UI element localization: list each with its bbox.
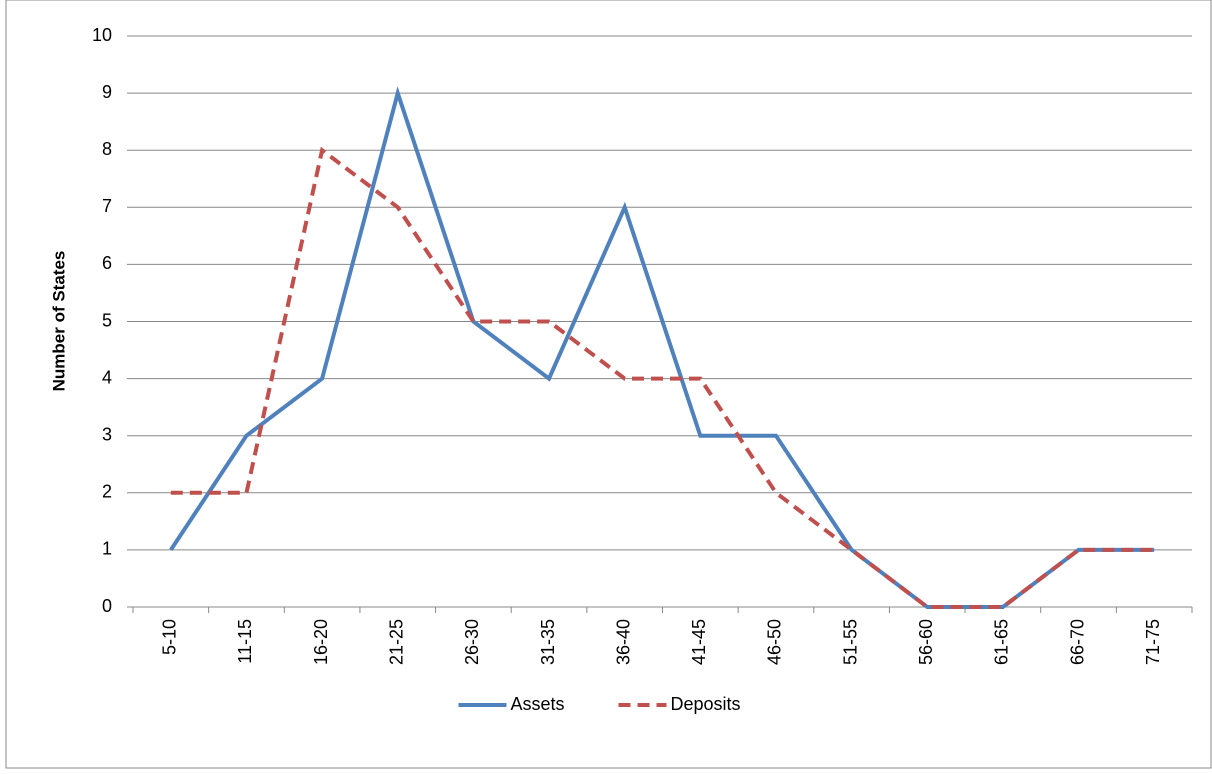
y-tick-label: 3 xyxy=(102,424,112,444)
y-tick-label: 6 xyxy=(102,253,112,273)
y-tick-label: 9 xyxy=(102,82,112,102)
y-tick-label: 4 xyxy=(102,367,112,387)
y-tick-label: 10 xyxy=(92,25,112,45)
series-line xyxy=(170,146,1155,609)
y-tick-label: 0 xyxy=(102,596,112,616)
chart-frame xyxy=(5,0,1212,769)
y-tick-label: 5 xyxy=(102,310,112,330)
y-tick-label: 1 xyxy=(102,539,112,559)
x-tick-label: 41-45 xyxy=(689,619,709,665)
x-tick-label: 5-10 xyxy=(160,619,180,655)
x-tick-label: 51-55 xyxy=(840,619,860,665)
legend-label: Assets xyxy=(511,694,565,714)
x-tick-label: 71-75 xyxy=(1143,619,1163,665)
x-tick-label: 16-20 xyxy=(311,619,331,665)
y-axis-label: Number of States xyxy=(49,251,68,392)
x-tick-label: 31-35 xyxy=(538,619,558,665)
x-tick-label: 66-70 xyxy=(1067,619,1087,665)
x-tick-label: 36-40 xyxy=(613,619,633,665)
x-tick-label: 26-30 xyxy=(462,619,482,665)
x-tick-label: 21-25 xyxy=(387,619,407,665)
x-tick-label: 46-50 xyxy=(765,619,785,665)
y-tick-label: 2 xyxy=(102,482,112,502)
x-tick-label: 11-15 xyxy=(235,619,255,664)
legend-label: Deposits xyxy=(671,694,741,714)
x-tick-label: 56-60 xyxy=(916,619,936,665)
y-tick-label: 8 xyxy=(102,139,112,159)
y-tick-label: 7 xyxy=(102,196,112,216)
x-tick-label: 61-65 xyxy=(992,619,1012,665)
